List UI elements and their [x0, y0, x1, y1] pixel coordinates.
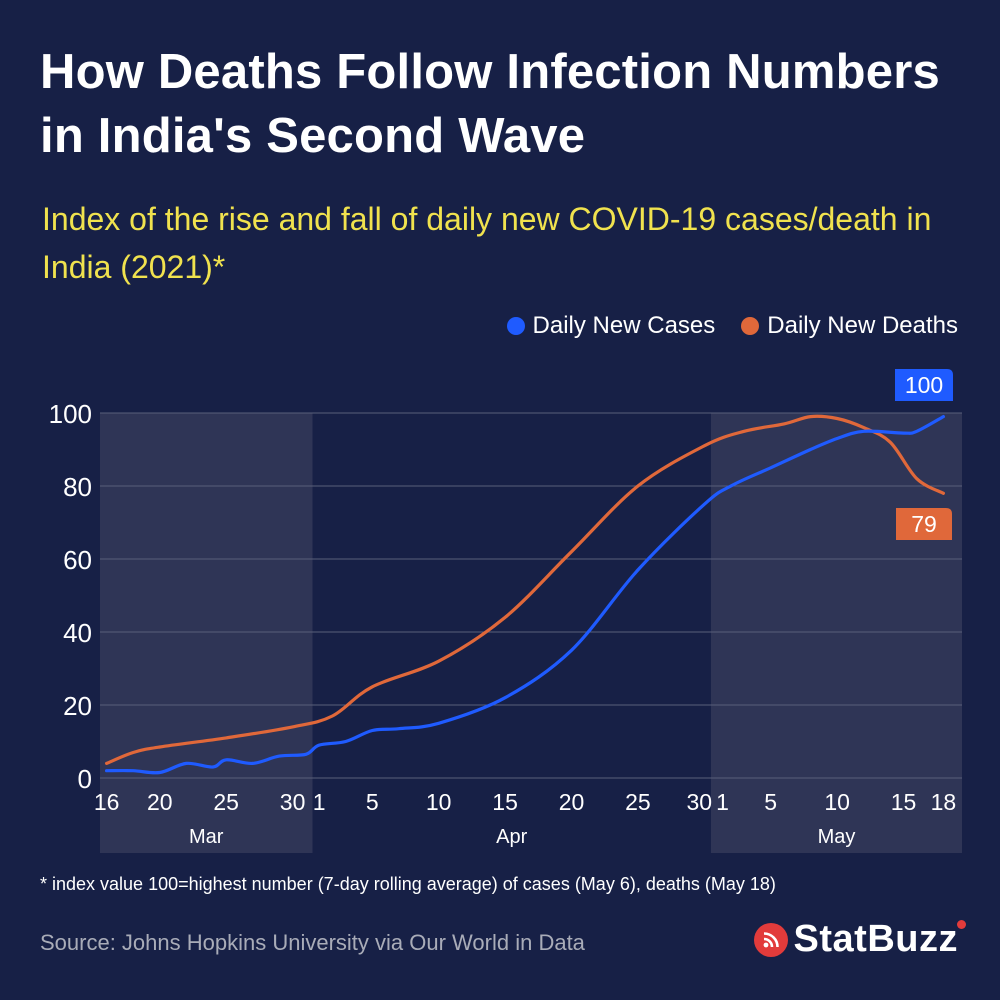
- y-tick-label: 60: [63, 545, 92, 575]
- x-tick-label: 1: [716, 789, 729, 815]
- legend-label-deaths: Daily New Deaths: [767, 312, 958, 339]
- end-label-cases: 100: [905, 372, 943, 398]
- source-note: Source: Johns Hopkins University via Our…: [40, 930, 585, 955]
- x-tick-label: 16: [94, 789, 120, 815]
- x-tick-label: 30: [280, 789, 306, 815]
- legend-label-cases: Daily New Cases: [532, 312, 716, 339]
- x-tick-label: 5: [366, 789, 379, 815]
- y-tick-label: 20: [63, 691, 92, 721]
- legend-marker-deaths: [741, 317, 760, 335]
- x-tick-label: 15: [891, 789, 917, 815]
- month-label-may: May: [818, 826, 856, 848]
- end-label-deaths: 79: [911, 511, 937, 537]
- y-tick-label: 40: [63, 618, 92, 648]
- chart-legend: Daily New Cases Daily New Deaths: [506, 312, 958, 340]
- footnote: * index value 100=highest number (7-day …: [40, 874, 776, 894]
- month-label-mar: Mar: [189, 826, 224, 848]
- legend-item-cases: Daily New Cases: [506, 312, 716, 340]
- legend-item-deaths: Daily New Deaths: [741, 312, 958, 340]
- x-tick-label: 30: [687, 789, 713, 815]
- month-label-apr: Apr: [496, 826, 527, 848]
- brand-logo: StatBuzz: [753, 918, 966, 961]
- x-tick-label: 10: [824, 789, 850, 815]
- x-tick-label: 18: [931, 789, 957, 815]
- x-tick-label: 25: [213, 789, 239, 815]
- x-tick-label: 10: [426, 789, 452, 815]
- end-label-badge-deaths: [896, 508, 952, 540]
- x-tick-label: 20: [147, 789, 173, 815]
- chart-title: How Deaths Follow Infection Numbers in I…: [40, 45, 940, 163]
- x-tick-label: 5: [764, 789, 777, 815]
- brand-name: StatBuzz: [793, 918, 958, 960]
- legend-marker-cases: [506, 317, 525, 335]
- end-label-badge-cases: [895, 369, 953, 401]
- series-line-cases: [105, 415, 945, 775]
- y-tick-label: 80: [63, 472, 92, 502]
- x-tick-label: 15: [492, 789, 518, 815]
- rss-icon: [753, 922, 788, 957]
- x-tick-label: 20: [559, 789, 585, 815]
- brand-dot: [957, 920, 966, 929]
- month-band-mar: [100, 413, 313, 853]
- y-tick-label: 0: [78, 764, 92, 794]
- x-tick-label: 25: [625, 789, 651, 815]
- series-line-deaths: [105, 414, 945, 765]
- chart-subtitle: Index of the rise and fall of daily new …: [42, 201, 932, 285]
- x-tick-label: 1: [313, 789, 326, 815]
- y-tick-label: 100: [49, 399, 92, 429]
